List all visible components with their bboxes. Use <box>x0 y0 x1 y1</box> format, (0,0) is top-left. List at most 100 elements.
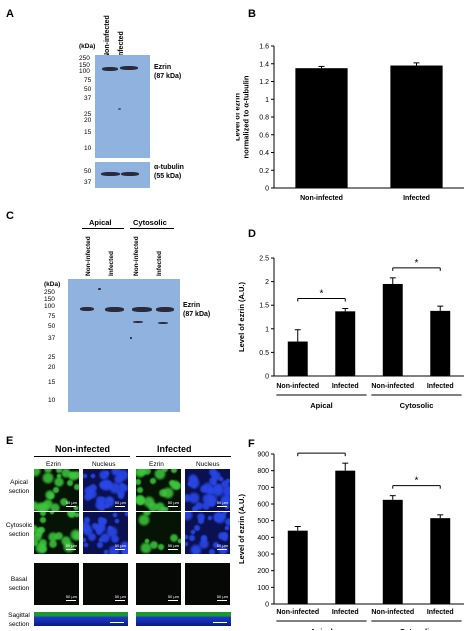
scale-bar <box>213 622 227 623</box>
x-tick-label: Infected <box>332 383 359 390</box>
bar <box>430 310 451 376</box>
x-tick-label: Infected <box>332 609 359 616</box>
y-axis-title: Level of ezrin (A.U.) <box>237 281 246 352</box>
y-tick-label: 700 <box>257 485 269 492</box>
ladder-mark: 20 <box>48 364 56 371</box>
western-blot-ezrin <box>95 55 150 158</box>
panel-f-label: F <box>248 438 255 450</box>
significance-marker: * <box>415 476 419 487</box>
ezrin-band-cytosolic-low <box>158 322 168 324</box>
nucleus-micrograph: 50 µm <box>83 469 128 511</box>
y-tick-label: 2.5 <box>259 256 269 263</box>
significance-marker: * <box>320 450 324 454</box>
condition-line-infected <box>136 456 231 457</box>
blot-speck <box>98 288 101 290</box>
ladder-mark: 10 <box>84 145 92 152</box>
ladder-mark: 20 <box>84 117 92 124</box>
y-axis-title: Level of ezrin <box>236 93 242 141</box>
y-tick-label: 1.2 <box>259 79 269 86</box>
kda-header: (kDa) <box>79 43 96 50</box>
group-line-apical <box>82 228 124 229</box>
bar <box>295 68 348 188</box>
ladder-mark: 15 <box>84 129 92 136</box>
x-tick-label: Infected <box>403 195 430 202</box>
ladder-mark: 100 <box>79 68 90 75</box>
ezrin-kda-c: (87 kDa) <box>183 311 211 318</box>
significance-marker: * <box>415 258 419 269</box>
lane-label-cytosolic-non-infected: Non-infected <box>133 236 140 276</box>
y-tick-label: 900 <box>257 452 269 459</box>
scale-bar-label: 50 µm <box>216 543 228 548</box>
channel-label-ezrin: Ezrin <box>46 461 61 468</box>
x-tick-label: Non-infected <box>276 609 319 616</box>
ladder-mark: 50 <box>48 323 56 330</box>
ezrin-micrograph: 50 µm <box>34 512 79 554</box>
ladder-mark: 25 <box>84 111 92 118</box>
row-label-sagittal: Sagittal section <box>8 612 30 628</box>
condition-line-non-infected <box>34 456 130 457</box>
chart-b: 0 0.2 0.4 0.6 0.8 1 1.2 1.4 1.6 Level of ezrin nor… <box>236 44 464 202</box>
scale-bar-label: 50 µm <box>65 500 77 505</box>
lane-label-infected: Infected <box>118 31 125 58</box>
row-label-apical: Apical section <box>8 479 30 495</box>
ezrin-band-infected <box>120 66 138 70</box>
scale-bar-label: 50 µm <box>167 594 179 599</box>
y-tick-label: 0.6 <box>259 132 269 139</box>
scale-bar-label: 50 µm <box>216 500 228 505</box>
scale-bar-label: 50 µm <box>216 594 228 599</box>
y-tick-label: 0.5 <box>259 350 269 357</box>
condition-label-non-infected: Non-infected <box>55 444 110 454</box>
ladder-mark: 50 <box>84 86 92 93</box>
ladder-mark: 37 <box>84 179 92 186</box>
row-label-basal: Basal section <box>8 576 30 592</box>
y-tick-label: 1.5 <box>259 303 269 310</box>
bar <box>390 65 443 188</box>
ladder-mark: 50 <box>84 168 92 175</box>
chart-f: 0 100 200 300 400 500 600 700 800 900 Level of ezr… <box>237 450 464 630</box>
y-tick-label: 200 <box>257 568 269 575</box>
western-blot-tubulin <box>95 162 150 188</box>
panel-b-label: B <box>248 8 256 20</box>
scale-bar-label: 50 µm <box>114 594 126 599</box>
lane-label-apical-non-infected: Non-infected <box>85 236 92 276</box>
scale-bar-label: 50 µm <box>167 543 179 548</box>
y-tick-label: 1 <box>265 326 269 333</box>
bar <box>382 499 403 604</box>
scale-bar-label: 50 µm <box>167 500 179 505</box>
channel-label-nucleus: Nucleus <box>196 461 220 468</box>
group-label-apical: Apical <box>89 218 112 227</box>
ezrin-band-cytosolic-non-infected <box>132 307 152 312</box>
ladder-speck <box>118 108 121 110</box>
y-tick-label: 1.4 <box>259 61 269 68</box>
y-tick-label: 800 <box>257 468 269 475</box>
y-tick-label: 2 <box>265 279 269 286</box>
ezrin-band-apical-infected <box>105 307 124 312</box>
bar <box>382 283 403 376</box>
ladder-mark: 250 <box>44 289 55 296</box>
scale-bar <box>110 622 124 623</box>
ezrin-band-cytosolic-infected <box>156 307 174 312</box>
ladder-mark: 25 <box>48 354 56 361</box>
y-tick-label: 100 <box>257 585 269 592</box>
panel-c-label: C <box>6 210 14 222</box>
ladder-mark: 100 <box>44 303 55 310</box>
channel-label-nucleus: Nucleus <box>92 461 116 468</box>
tubulin-label: α-tubulin <box>154 164 184 171</box>
x-tick-label: Infected <box>427 383 454 390</box>
scale-bar <box>168 506 178 507</box>
nucleus-micrograph: 50 µm <box>185 563 230 605</box>
scale-bar <box>217 549 227 550</box>
nucleus-micrograph: 50 µm <box>185 512 230 554</box>
ezrin-kda: (87 kDa) <box>154 73 182 80</box>
sagittal-micrograph <box>34 612 128 626</box>
panel-d-label: D <box>248 228 256 240</box>
scale-bar <box>66 506 76 507</box>
ezrin-band-cytosolic-low <box>133 321 143 323</box>
panel-a-label: A <box>6 8 14 20</box>
y-tick-label: 400 <box>257 535 269 542</box>
ladder-mark: 75 <box>48 313 56 320</box>
ezrin-label: Ezrin <box>154 64 172 71</box>
ezrin-micrograph: 50 µm <box>136 512 181 554</box>
ladder-mark: 250 <box>79 55 90 62</box>
y-tick-label: 1.6 <box>259 44 269 51</box>
